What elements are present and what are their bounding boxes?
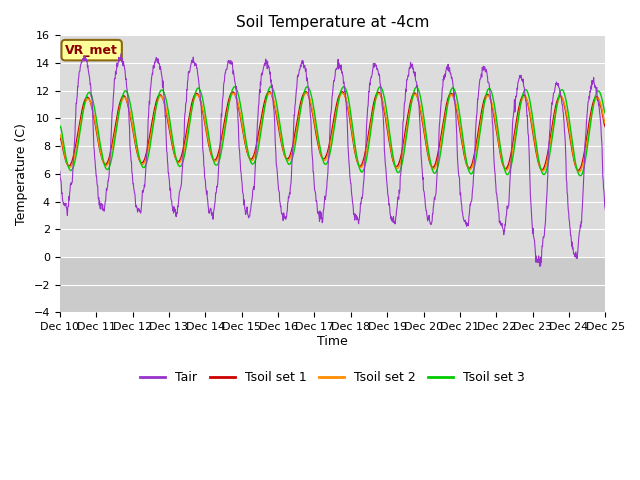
X-axis label: Time: Time	[317, 335, 348, 348]
Legend: Tair, Tsoil set 1, Tsoil set 2, Tsoil set 3: Tair, Tsoil set 1, Tsoil set 2, Tsoil se…	[135, 366, 530, 389]
Y-axis label: Temperature (C): Temperature (C)	[15, 123, 28, 225]
Title: Soil Temperature at -4cm: Soil Temperature at -4cm	[236, 15, 429, 30]
Bar	[60, 257, 605, 312]
Text: VR_met: VR_met	[65, 44, 118, 57]
